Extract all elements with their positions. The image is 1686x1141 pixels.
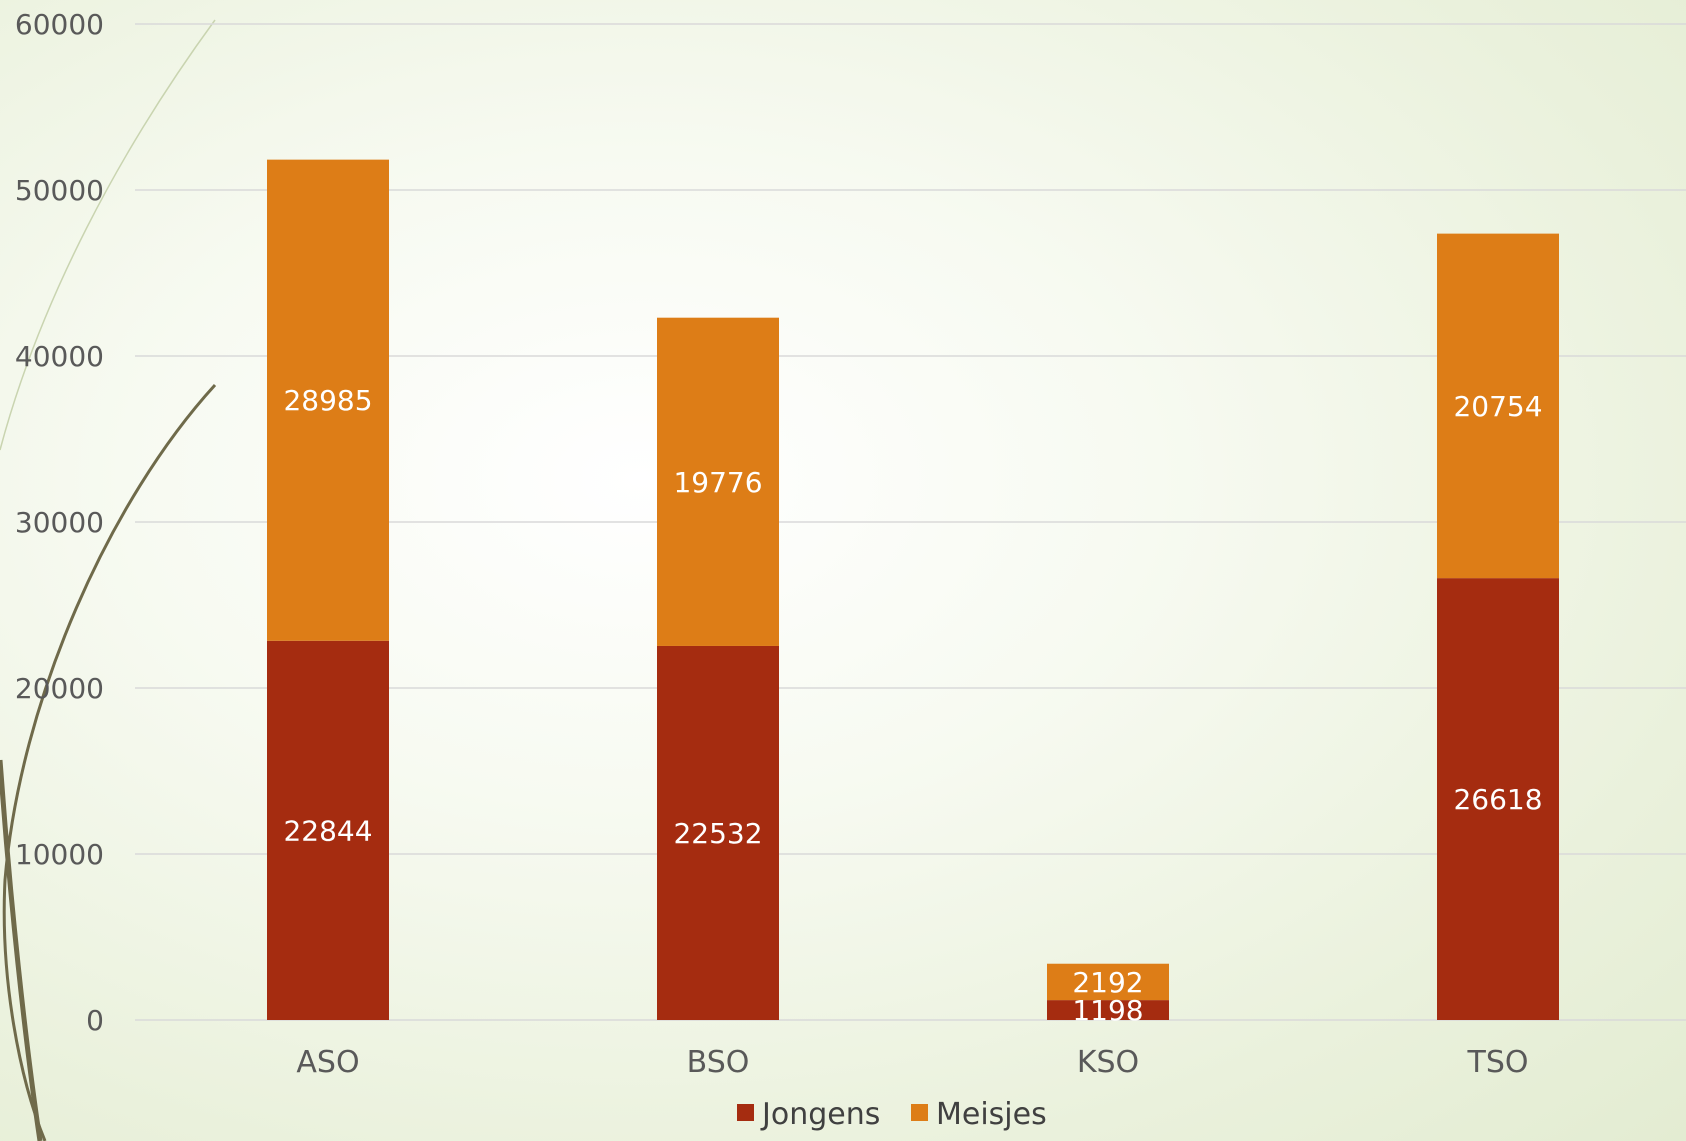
x-axis: ASO BSO KSO TSO <box>296 1045 1528 1080</box>
legend-swatch-jongens <box>737 1104 754 1121</box>
x-tick-label-aso: ASO <box>296 1045 359 1080</box>
y-tick-label: 0 <box>86 1004 104 1037</box>
y-tick-label: 60000 <box>15 8 104 41</box>
data-label-meisjes-aso: 28985 <box>283 384 372 417</box>
x-tick-label-tso: TSO <box>1467 1045 1529 1080</box>
x-tick-label-kso: KSO <box>1077 1045 1139 1080</box>
y-tick-label: 20000 <box>15 672 104 705</box>
gridlines <box>135 23 1686 1021</box>
background-decoration <box>0 19 217 1141</box>
legend: Jongens Meisjes <box>737 1097 1047 1132</box>
bar-jongens-aso <box>267 640 389 1020</box>
data-label-meisjes-kso: 2192 <box>1072 966 1143 999</box>
data-label-meisjes-bso: 19776 <box>673 466 762 499</box>
legend-label-jongens: Jongens <box>760 1097 880 1132</box>
bar-jongens-bso <box>657 645 779 1020</box>
y-tick-label: 40000 <box>15 340 104 373</box>
data-label-meisjes-tso: 20754 <box>1453 390 1542 423</box>
bar-meisjes-aso <box>267 159 389 641</box>
x-tick-label-bso: BSO <box>687 1045 750 1080</box>
data-label-jongens-kso: 1198 <box>1072 994 1143 1027</box>
data-label-jongens-bso: 22532 <box>673 817 762 850</box>
bars <box>267 159 1559 1020</box>
legend-swatch-meisjes <box>911 1104 928 1121</box>
bar-jongens-kso <box>1047 1000 1169 1020</box>
y-tick-label: 30000 <box>15 506 104 539</box>
legend-label-meisjes: Meisjes <box>936 1097 1047 1132</box>
data-label-jongens-aso: 22844 <box>283 814 372 847</box>
bar-jongens-tso <box>1437 578 1559 1020</box>
bar-meisjes-bso <box>657 317 779 646</box>
bar-meisjes-kso <box>1047 963 1169 1001</box>
data-label-jongens-tso: 26618 <box>1453 783 1542 816</box>
y-axis: 0 10000 20000 30000 40000 50000 60000 <box>15 8 104 1037</box>
y-tick-label: 50000 <box>15 174 104 207</box>
y-tick-label: 10000 <box>15 838 104 871</box>
bar-meisjes-tso <box>1437 233 1559 579</box>
